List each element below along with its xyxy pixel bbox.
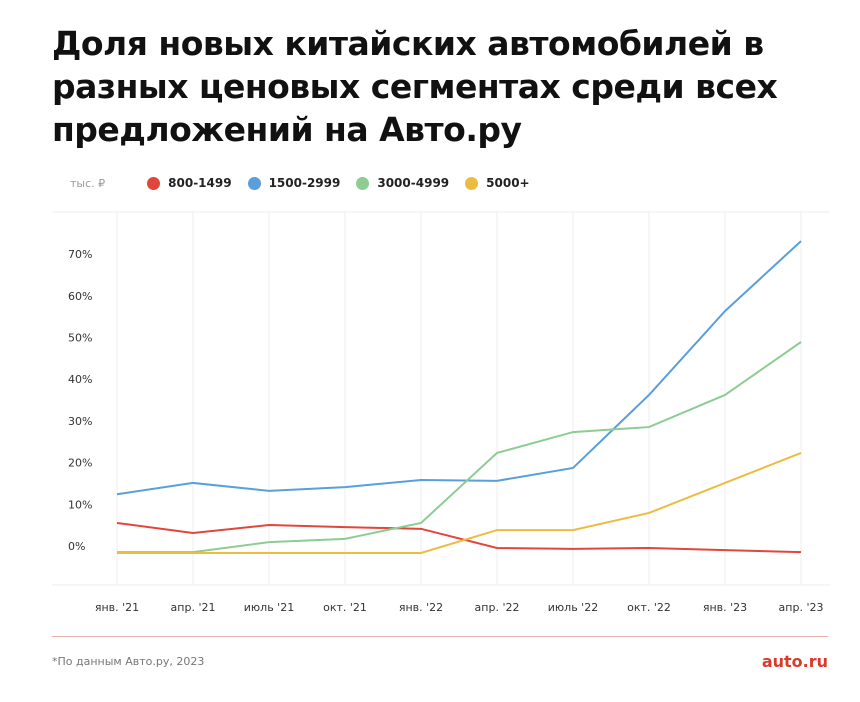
x-tick-label: окт. '22 bbox=[627, 601, 671, 614]
divider bbox=[52, 636, 828, 637]
series-line-800-1499 bbox=[116, 521, 802, 554]
x-tick-label: июль '22 bbox=[548, 601, 598, 614]
unit-label: тыс. ₽ bbox=[70, 176, 106, 190]
y-tick-label: 60% bbox=[68, 290, 92, 303]
footnote: *По данным Авто.ру, 2023 bbox=[52, 655, 205, 668]
chart-title: Доля новых китайских автомобилей в разны… bbox=[52, 24, 778, 149]
y-tick-label: 50% bbox=[68, 332, 92, 345]
x-tick-label: апр. '21 bbox=[171, 601, 216, 614]
legend-item: 800-1499 bbox=[147, 176, 232, 190]
x-tick-label: апр. '23 bbox=[779, 601, 824, 614]
x-tick-label: июль '21 bbox=[244, 601, 294, 614]
legend: тыс. ₽ 800-1499 1500-2999 3000-4999 5000… bbox=[70, 176, 546, 190]
legend-dot-icon bbox=[247, 176, 261, 190]
legend-dot-icon bbox=[147, 176, 161, 190]
series-line-3000-4999 bbox=[117, 341, 802, 554]
x-tick-label: окт. '21 bbox=[323, 601, 367, 614]
legend-label: 3000-4999 bbox=[377, 176, 450, 190]
x-tick-label: янв. '22 bbox=[399, 601, 443, 614]
x-tick-label: апр. '22 bbox=[475, 601, 520, 614]
x-tick-label: янв. '23 bbox=[703, 601, 747, 614]
y-tick-label: 70% bbox=[68, 248, 92, 261]
y-tick-label: 40% bbox=[68, 373, 92, 386]
legend-label: 1500-2999 bbox=[268, 176, 341, 190]
series-line-5000+ bbox=[117, 451, 802, 554]
y-tick-label: 20% bbox=[68, 457, 92, 470]
legend-dot-icon bbox=[465, 176, 479, 190]
legend-label: 5000+ bbox=[486, 176, 530, 190]
y-tick-label: 0% bbox=[68, 540, 85, 553]
x-tick-label: янв. '21 bbox=[95, 601, 139, 614]
auto-ru-logo: auto.ru bbox=[761, 652, 828, 671]
line-chart: янв. '21 апр. '21 июль '21 окт. '21 янв. '22… bbox=[52, 211, 830, 614]
y-tick-label: 10% bbox=[68, 498, 92, 511]
legend-item: 5000+ bbox=[465, 176, 530, 190]
legend-dot-icon bbox=[356, 176, 370, 190]
y-tick-label: 30% bbox=[68, 415, 92, 428]
legend-item: 3000-4999 bbox=[356, 176, 449, 190]
legend-item: 1500-2999 bbox=[247, 176, 341, 190]
legend-label: 800-1499 bbox=[168, 176, 232, 190]
series-line-1500-2999 bbox=[116, 240, 802, 496]
